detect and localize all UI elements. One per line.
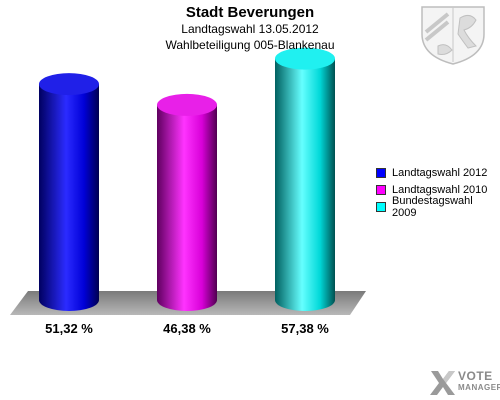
vote-x-icon [430, 371, 455, 395]
bar-body [275, 58, 335, 312]
bar-cap [275, 47, 335, 70]
bar-cap [157, 93, 217, 116]
bar [157, 93, 217, 312]
bar-body [39, 84, 99, 311]
legend-label: Landtagswahl 2012 [392, 167, 488, 179]
brand-name-line1: VOTE [458, 369, 493, 383]
bar-value-label: 51,32 % [45, 321, 93, 336]
vote-manager-logo: VOTE MANAGER [428, 367, 500, 397]
legend-swatch [376, 202, 386, 212]
chart-title: Stadt Beverungen [185, 4, 315, 21]
legend-swatch [376, 168, 386, 178]
bar-cap [39, 73, 99, 96]
legend-label: Bundestagswahl 2009 [391, 195, 473, 219]
bar-value-label: 57,38 % [281, 321, 329, 336]
value-labels-group: 51,32 % 46,38 % 57,38 % [45, 321, 329, 336]
legend-item: Landtagswahl 2010 [376, 182, 500, 198]
legend-item: Bundestagswahl 2009 [376, 195, 500, 219]
bar-body [157, 104, 217, 312]
brand-name-line2: MANAGER [458, 383, 500, 392]
legend: Landtagswahl 2012 Landtagswahl 2010 Bund… [376, 165, 500, 219]
chart-subtitle-2: Wahlbeteiligung 005-Blankenau [165, 38, 335, 52]
bars-group [39, 47, 335, 312]
legend-item: Landtagswahl 2012 [376, 165, 500, 181]
chart-subtitle: Landtagswahl 13.05.2012 [181, 22, 319, 36]
bar [275, 47, 335, 312]
legend-swatch [376, 185, 386, 195]
legend-label: Landtagswahl 2010 [392, 184, 488, 196]
coat-of-arms-icon [421, 6, 485, 65]
bar [39, 73, 99, 311]
bar-value-label: 46,38 % [163, 321, 211, 336]
